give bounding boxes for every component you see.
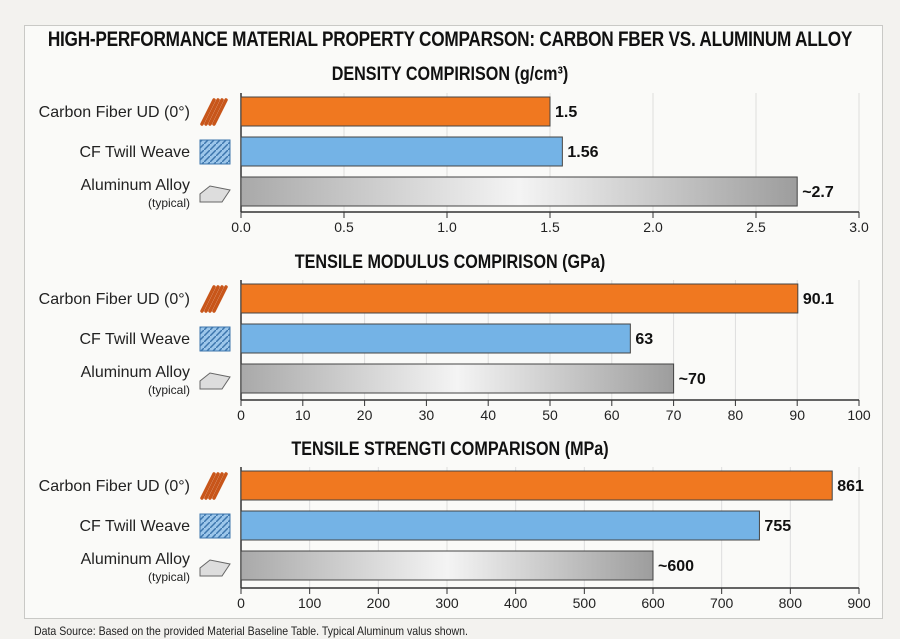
tick-label: 2.5 — [746, 219, 766, 235]
category-label: CF Twill Weave — [79, 331, 190, 348]
modulus-title: TENSILE MODULUS COMPIRISON (GPa) — [294, 252, 606, 273]
category-label: Aluminum Alloy — [81, 177, 190, 194]
carbon-fiber-strand-icon — [208, 285, 224, 313]
bar-twill-weave — [240, 323, 631, 354]
tick-label: 60 — [604, 407, 620, 423]
tick-label: 700 — [710, 595, 734, 611]
carbon-fiber-strand-icon — [200, 285, 216, 313]
value-label: 63 — [635, 331, 653, 348]
tick-label: 1.0 — [437, 219, 457, 235]
tick-label: 400 — [504, 595, 528, 611]
value-label: ~600 — [658, 558, 694, 575]
carbon-fiber-strand-icon — [204, 472, 220, 500]
density-title: DENSITY COMPIRISON (g/cm³) — [331, 64, 569, 85]
tick-label: 30 — [419, 407, 435, 423]
tick-label: 2.0 — [643, 219, 663, 235]
aluminum-ingot-icon — [199, 372, 231, 390]
category-label: CF Twill Weave — [79, 518, 190, 535]
category-sublabel: (typical) — [148, 570, 190, 584]
tick-label: 200 — [367, 595, 391, 611]
tick-label: 50 — [542, 407, 558, 423]
value-label: 90.1 — [803, 291, 834, 308]
tick-label: 900 — [847, 595, 871, 611]
tick-label: 70 — [666, 407, 682, 423]
tick-label: 90 — [789, 407, 805, 423]
carbon-fiber-strand-icon — [212, 285, 228, 313]
category-sublabel: (typical) — [148, 196, 190, 210]
aluminum-ingot-icon — [199, 559, 231, 577]
twill-weave-icon — [199, 139, 231, 165]
tick-label: 0 — [237, 407, 245, 423]
bar-twill-weave — [240, 510, 760, 541]
category-label: Aluminum Alloy — [81, 364, 190, 381]
footer-source: Data Source: Based on the provided Mater… — [34, 624, 468, 638]
bar-carbon-fiber-strand — [240, 470, 833, 501]
carbon-fiber-strand-icon — [212, 472, 228, 500]
value-label: 1.5 — [555, 104, 577, 121]
twill-weave-icon — [199, 326, 231, 352]
tick-label: 1.5 — [540, 219, 560, 235]
value-label: 861 — [837, 478, 864, 495]
tick-label: 500 — [573, 595, 597, 611]
carbon-fiber-strand-icon — [200, 472, 216, 500]
carbon-fiber-strand-icon — [200, 98, 216, 126]
twill-weave-icon — [199, 513, 231, 539]
carbon-fiber-strand-icon — [204, 98, 220, 126]
strength-title: TENSILE STRENGTI COMPARISON (MPa) — [291, 439, 609, 460]
category-label: Aluminum Alloy — [81, 551, 190, 568]
tick-label: 800 — [779, 595, 803, 611]
category-sublabel: (typical) — [148, 383, 190, 397]
bar-aluminum-ingot — [240, 363, 675, 394]
bar-aluminum-ingot — [240, 176, 798, 207]
category-label: Carbon Fiber UD (0°) — [39, 104, 190, 121]
tick-label: 300 — [435, 595, 459, 611]
main-title: HIGH-PERFORMANCE MATERIAL PROPERTY COMPA… — [47, 28, 853, 51]
tick-label: 0.5 — [334, 219, 354, 235]
category-label: Carbon Fiber UD (0°) — [39, 478, 190, 495]
carbon-fiber-strand-icon — [204, 285, 220, 313]
aluminum-ingot-icon — [199, 185, 231, 203]
value-label: 1.56 — [567, 144, 598, 161]
bar-aluminum-ingot — [240, 550, 654, 581]
bar-carbon-fiber-strand — [240, 283, 799, 314]
carbon-fiber-strand-icon — [208, 472, 224, 500]
tick-label: 10 — [295, 407, 311, 423]
tick-label: 0.0 — [231, 219, 251, 235]
tick-label: 20 — [357, 407, 373, 423]
tick-label: 80 — [728, 407, 744, 423]
tick-label: 600 — [641, 595, 665, 611]
tick-label: 40 — [480, 407, 496, 423]
carbon-fiber-strand-icon — [212, 98, 228, 126]
value-label: ~2.7 — [802, 184, 834, 201]
category-label: Carbon Fiber UD (0°) — [39, 291, 190, 308]
tick-label: 100 — [847, 407, 871, 423]
bar-twill-weave — [240, 136, 563, 167]
bar-carbon-fiber-strand — [240, 96, 551, 127]
value-label: ~70 — [679, 371, 706, 388]
category-label: CF Twill Weave — [79, 144, 190, 161]
carbon-fiber-strand-icon — [208, 98, 224, 126]
tick-label: 100 — [298, 595, 322, 611]
tick-label: 3.0 — [849, 219, 869, 235]
tick-label: 0 — [237, 595, 245, 611]
value-label: 755 — [764, 518, 791, 535]
